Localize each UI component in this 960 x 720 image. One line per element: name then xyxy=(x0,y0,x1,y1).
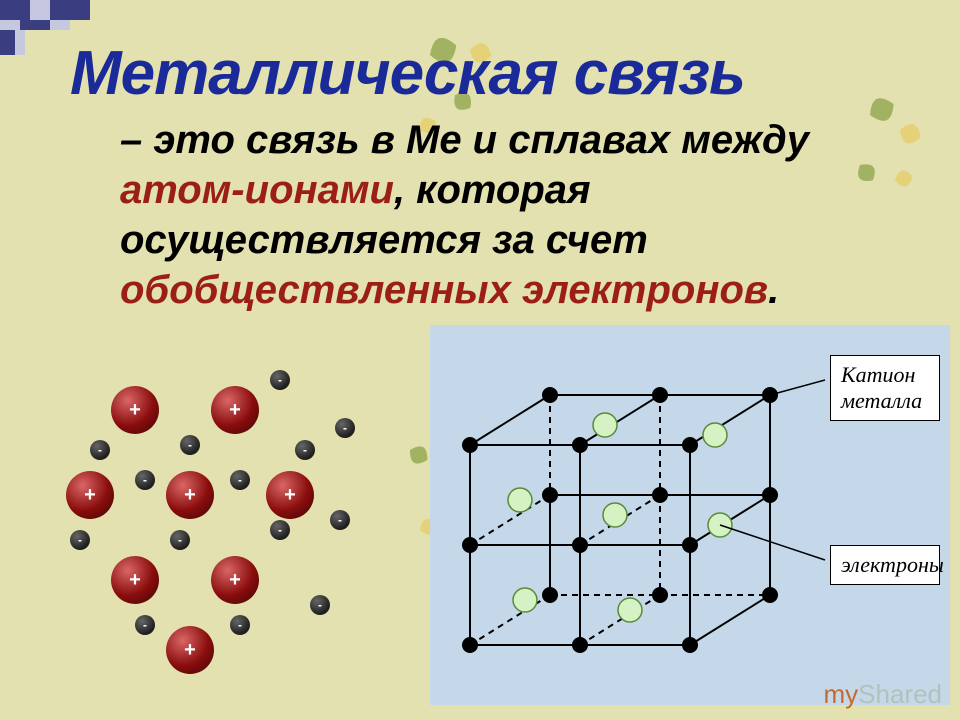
def-hl1: атом-ионами xyxy=(120,168,394,212)
ornament-bar xyxy=(50,20,70,30)
lattice-node xyxy=(682,437,698,453)
lattice-node xyxy=(462,437,478,453)
ornament-bar xyxy=(20,20,50,30)
metal-ion: + xyxy=(166,626,214,674)
free-electron: - xyxy=(330,510,350,530)
lattice-electron xyxy=(603,503,627,527)
lattice-node xyxy=(652,387,668,403)
lattice-node xyxy=(542,387,558,403)
slide-title: Металлическая связь xyxy=(70,38,745,109)
def-hl2: обобществленных электронов xyxy=(120,268,768,312)
metal-ion: + xyxy=(111,556,159,604)
free-electron: - xyxy=(90,440,110,460)
metal-ion: + xyxy=(111,386,159,434)
free-electron: - xyxy=(335,418,355,438)
free-electron: - xyxy=(135,615,155,635)
ornament-bar xyxy=(50,0,90,20)
label-cation: Катион металла xyxy=(830,355,940,421)
ornament-bar xyxy=(30,0,50,20)
lattice-electron xyxy=(703,423,727,447)
lattice-node xyxy=(542,587,558,603)
lattice-electron xyxy=(593,413,617,437)
metal-ion: + xyxy=(266,471,314,519)
free-electron: - xyxy=(270,520,290,540)
free-electron: - xyxy=(170,530,190,550)
def-post: . xyxy=(768,268,779,312)
lattice-node xyxy=(682,637,698,653)
watermark: myShared xyxy=(823,679,942,710)
lattice-node xyxy=(572,437,588,453)
free-electron: - xyxy=(310,595,330,615)
free-electron: - xyxy=(270,370,290,390)
lattice-node xyxy=(762,487,778,503)
ornament-bar xyxy=(0,30,15,55)
free-electron: - xyxy=(135,470,155,490)
lattice-node xyxy=(652,487,668,503)
lattice-node xyxy=(652,587,668,603)
metal-ion: + xyxy=(211,386,259,434)
lattice-electron xyxy=(508,488,532,512)
ornament-bar xyxy=(0,20,20,30)
lattice-diagram: Катион металла электроны xyxy=(430,325,950,705)
lattice-node xyxy=(462,637,478,653)
lattice-node xyxy=(572,537,588,553)
lattice-electron xyxy=(513,588,537,612)
def-pre: – это связь в Ме и сплавах между xyxy=(120,118,809,162)
metal-ion: + xyxy=(211,556,259,604)
ion-electron-diagram: ++++++++-------------- xyxy=(40,350,420,670)
lattice-node xyxy=(462,537,478,553)
watermark-my: my xyxy=(823,679,858,709)
lattice-node xyxy=(542,487,558,503)
free-electron: - xyxy=(230,615,250,635)
free-electron: - xyxy=(230,470,250,490)
free-electron: - xyxy=(295,440,315,460)
lattice-electron xyxy=(618,598,642,622)
slide: Металлическая связь – это связь в Ме и с… xyxy=(0,0,960,720)
watermark-shared: Shared xyxy=(858,679,942,709)
ornament-bar xyxy=(0,0,30,20)
ornament-bar xyxy=(15,30,25,55)
free-electron: - xyxy=(180,435,200,455)
free-electron: - xyxy=(70,530,90,550)
definition-text: – это связь в Ме и сплавах между атом-ио… xyxy=(120,115,860,315)
label-electrons: электроны xyxy=(830,545,940,585)
metal-ion: + xyxy=(66,471,114,519)
lattice-node xyxy=(572,637,588,653)
lattice-node xyxy=(682,537,698,553)
metal-ion: + xyxy=(166,471,214,519)
lattice-node xyxy=(762,587,778,603)
